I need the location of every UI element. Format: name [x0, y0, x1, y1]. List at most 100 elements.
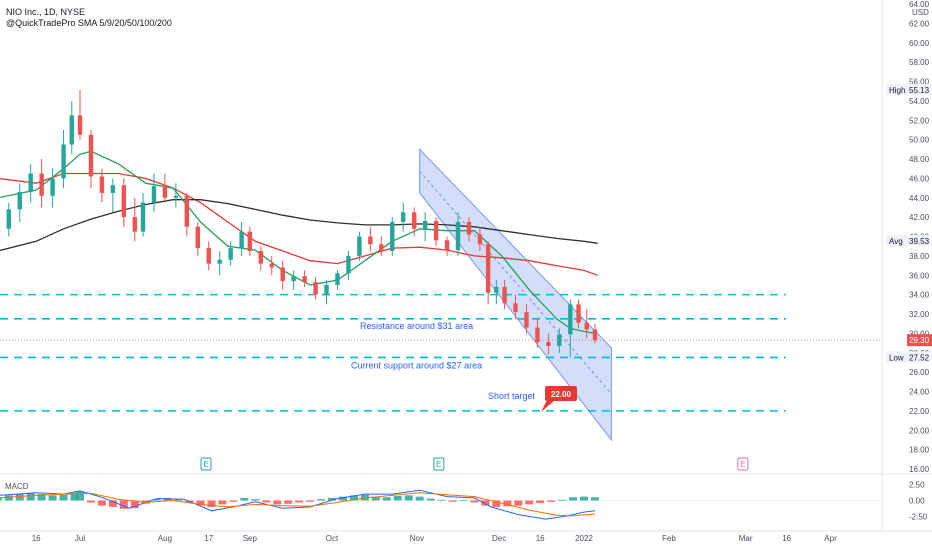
x-tick-label: Apr [824, 534, 837, 543]
macd-histogram-bar [349, 495, 358, 501]
sma-line-black [0, 199, 598, 252]
macd-histogram-bar [503, 500, 512, 507]
price-label-name-low: Low [889, 353, 904, 362]
x-tick-label: 16 [536, 534, 545, 543]
macd-histogram-bar [328, 497, 336, 501]
x-tick-label: Aug [158, 534, 172, 543]
price-label-name-box-avg [886, 235, 907, 247]
candle-body [444, 240, 450, 251]
candle-body [173, 195, 179, 198]
indicator-legend: @QuickTradePro SMA 5/9/20/50/100/200 [6, 18, 172, 28]
macd-histogram-bar [97, 500, 106, 506]
x-tick-label: Jul [75, 534, 85, 543]
x-tick-label: 16 [782, 534, 791, 543]
y-tick-label: 56.00 [909, 78, 930, 87]
candle-body [494, 286, 499, 293]
macd-histogram-bar [547, 500, 556, 502]
y-tick-label: 54.00 [909, 97, 930, 106]
earnings-marker-label-2: E [740, 460, 745, 469]
candle-body [368, 236, 373, 245]
y-tick-label: 58.00 [909, 58, 930, 67]
macd-histogram-bar [393, 496, 402, 501]
y-tick-label: 38.00 [909, 252, 930, 261]
y-tick-label: 18.00 [909, 446, 930, 455]
macd-histogram-bar [492, 500, 501, 507]
x-tick-label: Sep [243, 534, 258, 543]
macd-histogram-bar [448, 500, 457, 502]
candle-body [535, 327, 540, 343]
candle-body [346, 255, 351, 274]
candle-body [110, 185, 116, 193]
macd-histogram-bar [459, 499, 468, 501]
macd-histogram-bar [70, 492, 79, 501]
x-tick-label: Oct [326, 534, 339, 543]
macd-histogram-bar [152, 499, 161, 501]
candle-body [411, 212, 417, 229]
candle-body [433, 221, 439, 241]
candle-body [228, 248, 233, 260]
macd-histogram-bar [295, 500, 304, 503]
y-tick-label: 48.00 [909, 155, 930, 164]
candle-body [195, 226, 200, 249]
y-tick-label: 30.00 [909, 329, 930, 338]
channel-midline [419, 170, 612, 395]
candle-body [239, 231, 244, 249]
price-label-name-high: High [889, 86, 905, 95]
candle-body [466, 221, 472, 235]
candle-body [140, 202, 146, 232]
macd-histogram-bar [317, 499, 326, 501]
target-badge [545, 386, 577, 401]
candle-body [99, 176, 105, 193]
earnings-marker-label-1: E [436, 460, 441, 469]
macd-histogram-bar [371, 496, 380, 501]
macd-histogram-bar [404, 495, 413, 501]
candle-body [455, 221, 461, 251]
candle-body [335, 273, 340, 285]
macd-histogram-bar [273, 500, 282, 505]
macd-histogram-bar [196, 500, 205, 506]
descending-channel [419, 148, 612, 442]
macd-histogram-bar [119, 500, 128, 509]
macd-histogram-bar [580, 496, 588, 501]
macd-histogram-bar [590, 497, 599, 501]
macd-histogram-bar [426, 498, 435, 501]
y-tick-label: 36.00 [909, 271, 930, 280]
macd-histogram-bar [4, 495, 13, 501]
candle-body [379, 244, 384, 252]
price-label-name-box-high [886, 83, 907, 95]
macd-histogram-bar [48, 495, 57, 501]
candle-body [422, 221, 428, 229]
macd-histogram-bar [382, 497, 391, 501]
macd-histogram-bar [284, 500, 293, 504]
price-label-value-box-high [907, 83, 932, 95]
sma-line-red [0, 172, 598, 276]
x-tick-label: Mar [739, 534, 753, 543]
candle-body [357, 236, 362, 256]
price-label-name-box-low [886, 351, 907, 363]
candle-body [217, 259, 222, 264]
y-tick-label: 50.00 [909, 136, 930, 145]
macd-histogram-bar [59, 494, 68, 501]
candle-body [121, 185, 127, 218]
macd-histogram-bar [130, 500, 139, 509]
macd-tick-label: 2.50 [909, 480, 925, 489]
target-badge-value: 22.00 [551, 390, 572, 399]
support-annotation: Current support around $27 area [351, 360, 482, 370]
macd-histogram-bar [218, 500, 227, 505]
y-tick-label: 60.00 [909, 39, 930, 48]
candle-body [132, 217, 137, 232]
macd-title: MACD [5, 482, 29, 491]
chart-title: NIO Inc., 1D, NYSE [6, 7, 86, 17]
macd-histogram-bar [15, 494, 24, 501]
macd-histogram-bar [558, 499, 567, 501]
candle-body [77, 115, 83, 135]
candle-body [592, 329, 598, 341]
macd-signal-line [0, 492, 596, 517]
candle-body [477, 234, 483, 245]
earnings-marker-1 [433, 457, 445, 471]
macd-histogram-bar [481, 500, 490, 506]
macd-histogram-bar [0, 497, 2, 501]
candle-body [401, 212, 406, 222]
candle-body [568, 304, 573, 335]
